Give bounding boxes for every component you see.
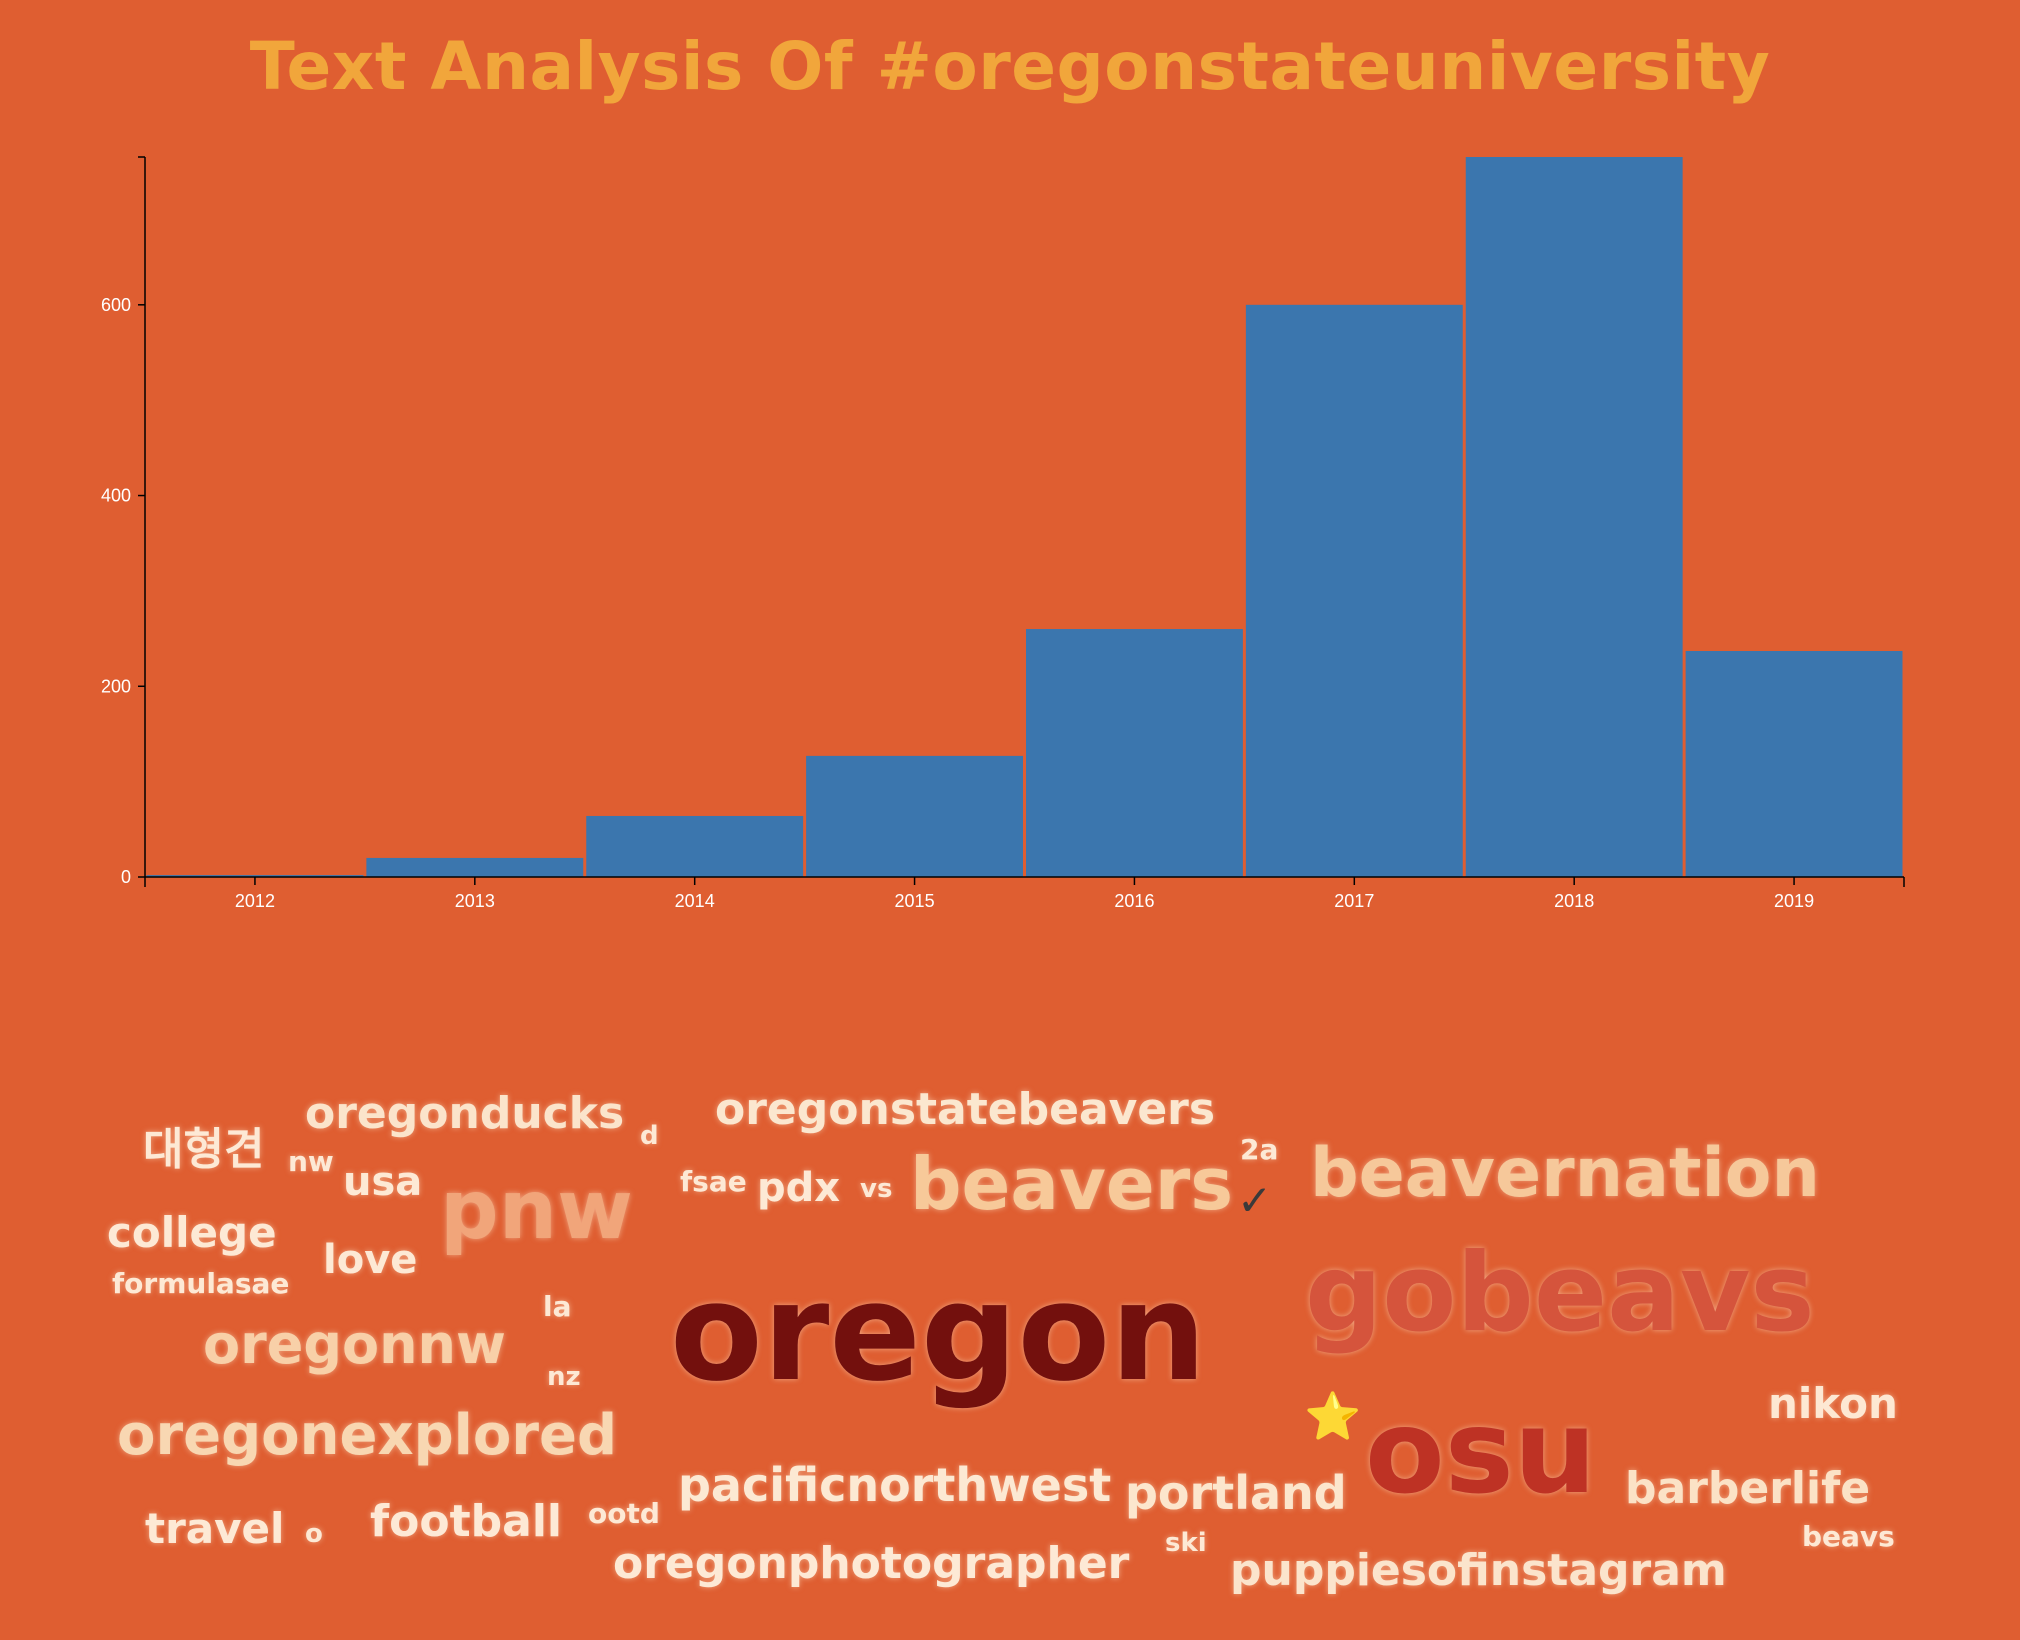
- word-8: oregonexplored: [117, 1403, 618, 1468]
- word-3: pnw: [440, 1163, 633, 1258]
- y-tick-label: 600: [101, 295, 131, 315]
- star-icon: ⭐: [1304, 1389, 1362, 1443]
- word-6: oregonstatebeavers: [715, 1084, 1216, 1135]
- word-11: portland: [1125, 1466, 1347, 1520]
- word-24: formulasae: [112, 1267, 290, 1300]
- bar-2014: [586, 815, 804, 877]
- y-tick-label: 200: [101, 676, 131, 696]
- bar-2016: [1026, 629, 1243, 877]
- bar-2018: [1465, 157, 1683, 877]
- word-19: pdx: [757, 1165, 841, 1211]
- x-tick-label: 2019: [1774, 891, 1814, 911]
- x-tick-label: 2014: [675, 891, 715, 911]
- page-title: Text Analysis Of #oregonstateuniversity: [249, 28, 1771, 105]
- word-15: nikon: [1768, 1379, 1898, 1428]
- word-32: ootd: [588, 1497, 660, 1530]
- y-tick-label: 400: [101, 486, 131, 506]
- word-29: la: [543, 1290, 572, 1323]
- word-14: puppiesofinstagram: [1230, 1545, 1727, 1596]
- x-tick-label: 2015: [895, 891, 935, 911]
- bar-2015: [806, 755, 1023, 877]
- x-tick-label: 2017: [1334, 891, 1374, 911]
- word-27: d: [640, 1121, 659, 1151]
- word-2: osu: [1365, 1385, 1597, 1520]
- word-17: love: [323, 1237, 418, 1283]
- word-16: college: [107, 1208, 277, 1257]
- word-28: 2a: [1240, 1133, 1279, 1166]
- bar-2019: [1685, 650, 1903, 877]
- x-tick-label: 2016: [1114, 891, 1154, 911]
- word-23: travel: [145, 1504, 285, 1553]
- x-tick-label: 2013: [455, 891, 495, 911]
- word-10: pacificnorthwest: [678, 1458, 1112, 1512]
- word-4: beavers: [910, 1142, 1234, 1226]
- word-34: beavs: [1802, 1520, 1895, 1553]
- word-26: nw: [288, 1145, 334, 1178]
- check-mark-icon: ✓: [1237, 1176, 1273, 1225]
- word-18: usa: [343, 1159, 423, 1205]
- word-0: oregon: [670, 1254, 1207, 1411]
- y-tick-label: 0: [121, 867, 131, 887]
- word-22: football: [370, 1496, 562, 1547]
- word-25: 대형견: [143, 1124, 265, 1175]
- word-21: vs: [860, 1174, 893, 1204]
- bar-2013: [366, 857, 584, 877]
- word-7: oregonducks: [305, 1088, 625, 1139]
- word-1: gobeavs: [1305, 1231, 1815, 1356]
- bar-2012: [146, 875, 364, 877]
- x-tick-label: 2012: [235, 891, 275, 911]
- word-5: beavernation: [1310, 1134, 1820, 1213]
- word-33: ski: [1165, 1528, 1207, 1558]
- word-13: oregonphotographer: [613, 1538, 1130, 1589]
- word-31: o: [305, 1519, 323, 1549]
- word-20: fsae: [680, 1165, 747, 1198]
- x-tick-label: 2018: [1554, 891, 1594, 911]
- word-30: nz: [547, 1362, 581, 1392]
- bar-chart: 0 200 400 600 2012 2013 2014 2015 2016 2017 2018 20…: [101, 156, 1905, 911]
- word-12: barberlife: [1625, 1463, 1871, 1514]
- bar-2017: [1245, 304, 1463, 877]
- word-9: oregonnw: [203, 1313, 506, 1376]
